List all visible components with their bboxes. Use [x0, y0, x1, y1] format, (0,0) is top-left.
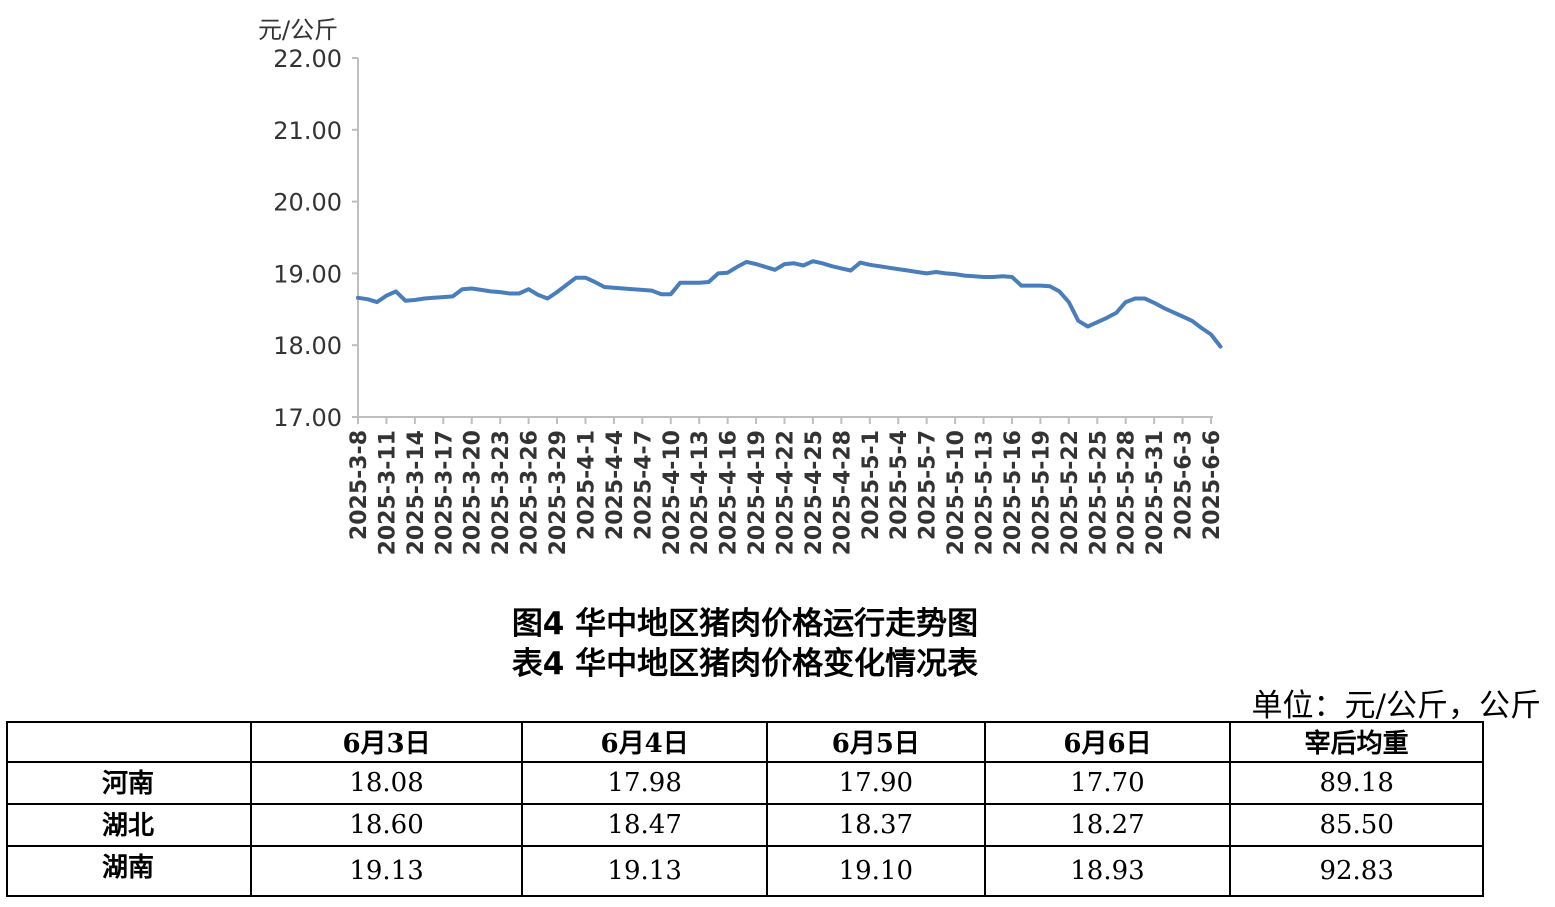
x-tick-label: 2025-4-4	[603, 430, 628, 540]
figure-caption: 图4 华中地区猪肉价格运行走势图	[511, 606, 979, 642]
header-cell-avg-weight: 宰后均重	[1229, 721, 1484, 763]
x-tick-label: 2025-5-13	[973, 430, 998, 555]
x-tick-label: 2025-6-3	[1172, 430, 1197, 540]
value-cell: 17.98	[521, 761, 768, 805]
x-tick-label: 2025-4-22	[774, 430, 799, 555]
value-cell: 17.70	[983, 761, 1232, 805]
x-tick-label: 2025-5-28	[1115, 430, 1140, 555]
table-row: 河南 18.08 17.98 17.90 17.70 89.18	[6, 761, 1484, 805]
x-tick-label: 2025-4-19	[745, 430, 770, 555]
value-cell: 18.08	[249, 761, 524, 805]
header-cell-region	[6, 721, 252, 763]
region-cell: 湖北	[6, 803, 252, 847]
x-tick-label: 2025-5-25	[1086, 430, 1111, 555]
y-tick-label: 20.00	[273, 189, 342, 217]
table-unit-label: 单位：元/公斤，公斤	[1251, 688, 1541, 724]
y-axis-unit-label: 元/公斤	[258, 16, 339, 44]
x-tick-label: 2025-3-29	[546, 430, 571, 555]
x-tick-label: 2025-3-11	[375, 430, 400, 555]
x-tick-label: 2025-5-7	[916, 430, 941, 540]
x-tick-label: 2025-4-25	[802, 430, 827, 555]
table-header-row: 6月3日 6月4日 6月5日 6月6日 宰后均重	[6, 721, 1484, 763]
x-tick-label: 2025-5-22	[1058, 430, 1083, 555]
value-cell: 85.50	[1229, 803, 1484, 847]
y-tick-label: 19.00	[273, 260, 342, 288]
x-tick-label: 2025-5-1	[859, 430, 884, 540]
table-row: 湖南 19.13 19.13 19.10 18.93 92.83	[6, 845, 1484, 897]
value-cell: 19.13	[249, 845, 524, 897]
x-tick-label: 2025-4-1	[574, 430, 599, 540]
header-cell-date: 6月5日	[765, 721, 986, 763]
y-tick-label: 21.00	[273, 117, 342, 145]
table-caption: 表4 华中地区猪肉价格变化情况表	[511, 646, 979, 682]
x-tick-label: 2025-5-10	[944, 430, 969, 555]
value-cell: 18.60	[249, 803, 524, 847]
region-cell: 河南	[6, 761, 252, 805]
x-tick-label: 2025-5-31	[1143, 430, 1168, 555]
value-cell: 18.47	[521, 803, 768, 847]
value-cell: 18.27	[983, 803, 1232, 847]
x-tick-label: 2025-4-10	[660, 430, 685, 555]
x-axis: 2025-3-8 2025-3-11 2025-3-14 2025-3-17 2025-…	[347, 416, 1225, 555]
value-cell: 17.90	[765, 761, 986, 805]
region-cell: 湖南	[6, 845, 252, 897]
x-tick-label: 2025-5-19	[1029, 430, 1054, 555]
x-tick-label: 2025-6-6	[1200, 430, 1225, 540]
y-axis: 17.00 18.00 19.00 20.00 21.00 22.00	[273, 45, 359, 432]
price-series-line	[356, 259, 1223, 349]
y-tick-label: 17.00	[273, 404, 342, 432]
x-tick-label: 2025-5-16	[1001, 430, 1026, 555]
header-cell-date: 6月6日	[983, 721, 1232, 763]
value-cell: 19.13	[521, 845, 768, 897]
x-tick-label: 2025-3-20	[461, 430, 486, 555]
x-tick-label: 2025-3-23	[489, 430, 514, 555]
x-tick-label: 2025-3-8	[347, 430, 372, 540]
x-tick-label: 2025-4-28	[830, 430, 855, 555]
x-tick-label: 2025-5-4	[887, 430, 912, 540]
x-tick-label: 2025-3-26	[518, 430, 543, 555]
header-cell-date: 6月4日	[521, 721, 768, 763]
y-tick-label: 18.00	[273, 332, 342, 360]
x-tick-label: 2025-4-16	[717, 430, 742, 555]
series-group	[356, 259, 1223, 349]
x-tick-label: 2025-4-7	[631, 430, 656, 540]
y-tick-label: 22.00	[273, 45, 342, 73]
value-cell: 89.18	[1229, 761, 1484, 805]
x-tick-label: 2025-4-13	[688, 430, 713, 555]
value-cell: 92.83	[1229, 845, 1484, 897]
value-cell: 18.37	[765, 803, 986, 847]
price-change-table: 6月3日 6月4日 6月5日 6月6日 宰后均重 河南 18.08 17.98 …	[6, 721, 1484, 897]
header-cell-date: 6月3日	[249, 721, 524, 763]
value-cell: 18.93	[983, 845, 1232, 897]
value-cell: 19.10	[765, 845, 986, 897]
table-row: 湖北 18.60 18.47 18.37 18.27 85.50	[6, 803, 1484, 847]
x-tick-label: 2025-3-17	[432, 430, 457, 555]
x-tick-label: 2025-3-14	[404, 430, 429, 555]
